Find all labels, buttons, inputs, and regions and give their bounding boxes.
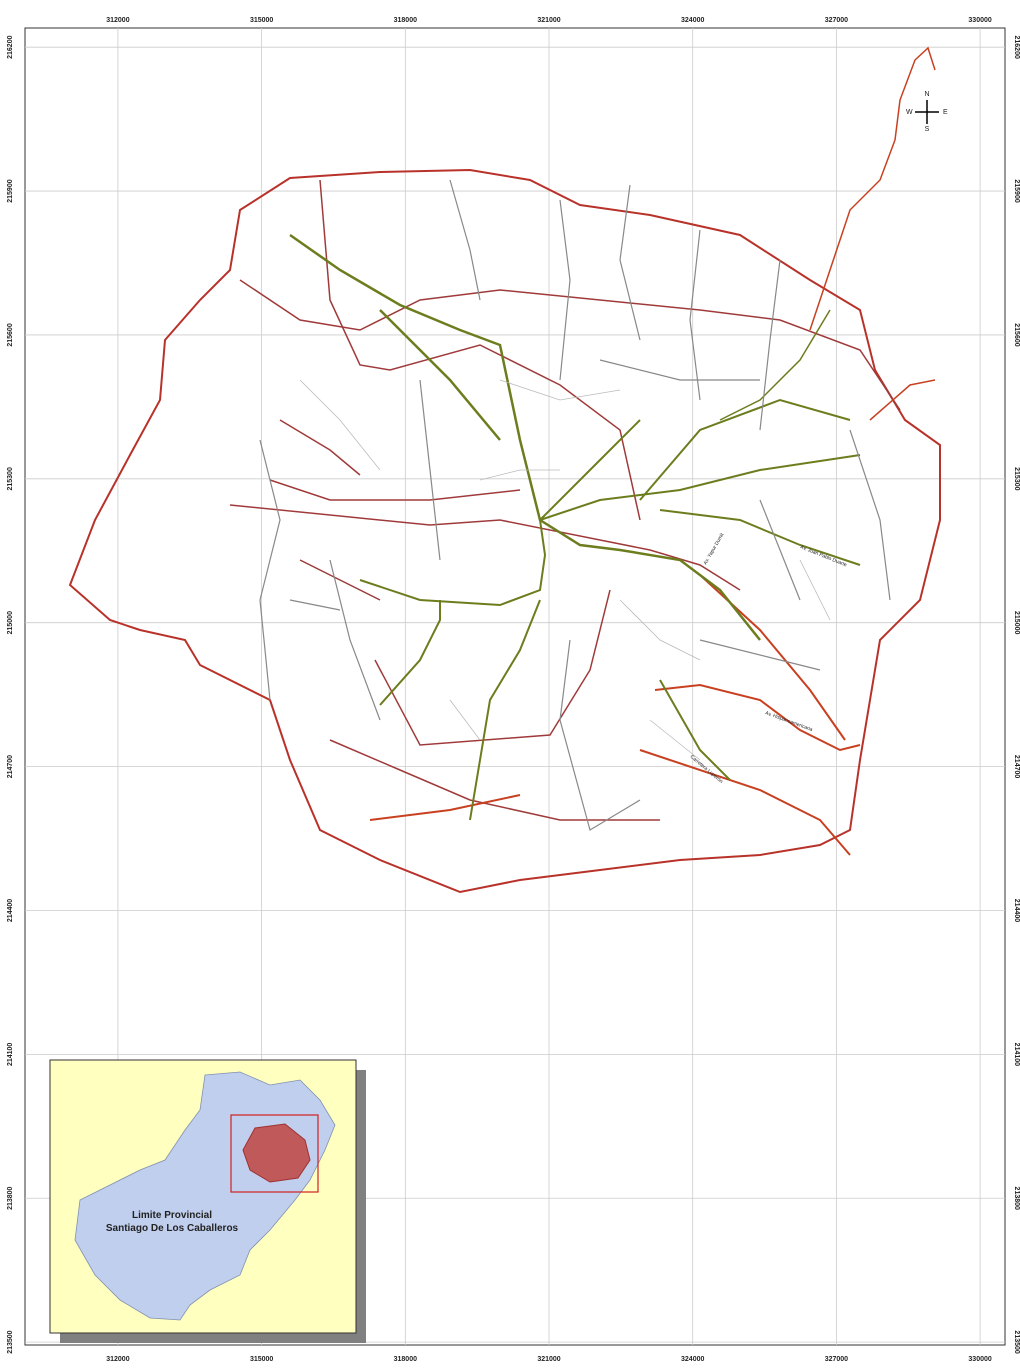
y-tick-label: 213800 bbox=[7, 1186, 14, 1209]
x-tick-label: 312000 bbox=[106, 1356, 129, 1363]
inset-label: Limite Provincial bbox=[132, 1210, 212, 1221]
compass-label: W bbox=[906, 109, 913, 116]
y-tick-label: 213500 bbox=[1013, 1330, 1020, 1353]
y-tick-label: 215600 bbox=[7, 323, 14, 346]
y-tick-label: 214100 bbox=[1013, 1043, 1020, 1066]
y-tick-label: 216200 bbox=[7, 35, 14, 58]
city-shape bbox=[242, 1123, 311, 1183]
y-tick-label: 215000 bbox=[7, 611, 14, 634]
inset-label: Santiago De Los Caballeros bbox=[106, 1223, 239, 1234]
y-tick-label: 214400 bbox=[7, 899, 14, 922]
y-tick-label: 214700 bbox=[1013, 755, 1020, 778]
y-tick-label: 215600 bbox=[1013, 323, 1020, 346]
compass-label: E bbox=[943, 109, 948, 116]
y-tick-label: 215000 bbox=[1013, 611, 1020, 634]
x-tick-label: 321000 bbox=[537, 1356, 560, 1363]
ring-road bbox=[68, 168, 941, 894]
x-tick-label: 312000 bbox=[106, 17, 129, 24]
y-tick-label: 214400 bbox=[1013, 899, 1020, 922]
x-tick-label: 327000 bbox=[825, 1356, 848, 1363]
y-tick-label: 216200 bbox=[1013, 36, 1020, 59]
y-tick-label: 213800 bbox=[1013, 1187, 1020, 1210]
y-tick-label: 213500 bbox=[7, 1330, 14, 1353]
x-tick-label: 324000 bbox=[681, 1356, 704, 1363]
x-tick-label: 315000 bbox=[250, 17, 273, 24]
x-tick-label: 315000 bbox=[250, 1356, 273, 1363]
y-tick-label: 215300 bbox=[7, 467, 14, 490]
x-tick-label: 321000 bbox=[537, 17, 560, 24]
roads bbox=[68, 46, 941, 894]
y-tick-label: 214100 bbox=[7, 1043, 14, 1066]
x-tick-label: 330000 bbox=[968, 1356, 991, 1363]
compass-label: S bbox=[925, 126, 930, 133]
y-tick-label: 215900 bbox=[7, 179, 14, 202]
compass: N E S W bbox=[906, 91, 948, 133]
y-tick-label: 215900 bbox=[1013, 179, 1020, 202]
x-tick-label: 318000 bbox=[394, 1356, 417, 1363]
y-tick-label: 215300 bbox=[1013, 467, 1020, 490]
x-tick-label: 330000 bbox=[968, 17, 991, 24]
y-tick-label: 214700 bbox=[7, 755, 14, 778]
compass-label: N bbox=[924, 91, 929, 98]
x-tick-label: 318000 bbox=[394, 17, 417, 24]
x-tick-label: 324000 bbox=[681, 17, 704, 24]
x-tick-label: 327000 bbox=[825, 17, 848, 24]
inset-map: Limite Provincial Santiago De Los Caball… bbox=[49, 1059, 366, 1343]
inset-extent bbox=[230, 1114, 319, 1193]
